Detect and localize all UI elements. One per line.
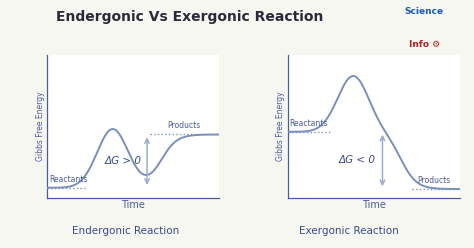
Text: Reactants: Reactants (290, 119, 328, 128)
Text: Info ⚙: Info ⚙ (409, 40, 440, 49)
Text: Science: Science (405, 7, 444, 16)
Y-axis label: Gibbs Free Energy: Gibbs Free Energy (276, 92, 285, 161)
X-axis label: Time: Time (362, 200, 386, 210)
Text: Reactants: Reactants (49, 175, 88, 184)
Text: Products: Products (168, 122, 201, 130)
Text: Endergonic Vs Exergonic Reaction: Endergonic Vs Exergonic Reaction (56, 10, 323, 24)
Y-axis label: Gibbs Free Energy: Gibbs Free Energy (36, 92, 45, 161)
X-axis label: Time: Time (121, 200, 145, 210)
Text: Endergonic Reaction: Endergonic Reaction (72, 226, 179, 236)
Text: Exergonic Reaction: Exergonic Reaction (299, 226, 398, 236)
Text: Products: Products (417, 176, 450, 185)
Text: ΔG < 0: ΔG < 0 (338, 155, 375, 165)
Text: ΔG > 0: ΔG > 0 (104, 156, 142, 166)
